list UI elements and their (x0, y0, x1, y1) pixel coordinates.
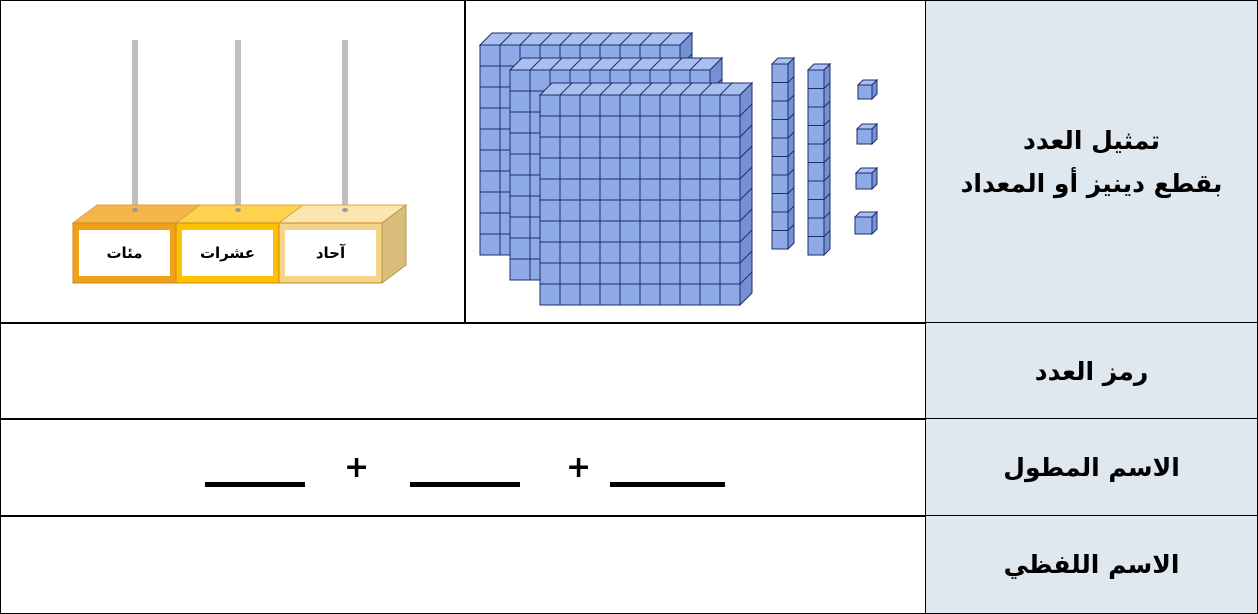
grid (739, 124, 753, 138)
grid (823, 193, 831, 200)
grid (699, 82, 713, 96)
header-line: رمز العدد (1034, 356, 1149, 386)
grid (589, 57, 603, 71)
grid (787, 224, 795, 231)
grid (823, 211, 831, 219)
header-line: تمثيل العدد (1023, 126, 1160, 155)
grid (569, 57, 583, 71)
grid (559, 32, 573, 46)
ones-cube (856, 128, 873, 145)
grid (787, 76, 795, 83)
abacus-side (381, 204, 407, 284)
grid (823, 119, 831, 126)
grid (619, 32, 633, 46)
grid (619, 82, 633, 96)
grid (579, 32, 593, 46)
grid (629, 57, 643, 71)
grid (739, 187, 753, 201)
grid (599, 82, 613, 96)
grid (549, 57, 563, 71)
place-label: مئات (106, 244, 142, 262)
grid (659, 82, 673, 96)
grid (539, 32, 553, 46)
grid (499, 32, 513, 46)
grid (739, 271, 753, 285)
grid (823, 230, 831, 237)
abacus-cell (0, 0, 466, 324)
grid (787, 187, 795, 194)
grid (787, 168, 795, 176)
grid (787, 205, 795, 213)
grid (739, 145, 753, 159)
grid (529, 57, 543, 71)
abacus-label-box (79, 230, 170, 276)
grid (719, 82, 733, 96)
rod-base (342, 208, 348, 212)
grid (823, 137, 831, 145)
ones-cube (857, 84, 873, 100)
grid (739, 250, 753, 264)
illustration: مئات عشرات آحاد (71, 31, 879, 307)
header-line: بقطع دينيز أو المعداد (960, 169, 1223, 198)
row-header: تمثيل العدد بقطع دينيز أو المعداد (925, 0, 1258, 324)
abacus-rod (235, 40, 241, 212)
header-line: الاسم المطول (1003, 453, 1180, 482)
grid (739, 166, 753, 180)
abacus-rod (342, 40, 348, 212)
grid (787, 150, 795, 157)
grid (559, 82, 573, 96)
grid (659, 32, 673, 46)
grid (823, 174, 831, 182)
grid (649, 57, 663, 71)
grid (823, 82, 831, 89)
blank-line (410, 482, 520, 487)
grid (519, 32, 533, 46)
grid (739, 208, 753, 222)
grid (579, 82, 593, 96)
answer-cell (0, 322, 927, 420)
row-header: الاسم اللفظي (925, 515, 1258, 614)
row-header: رمز العدد (925, 322, 1258, 420)
ones-cube (855, 172, 873, 190)
blank-line (610, 482, 725, 487)
place-label: آحاد (316, 244, 346, 262)
place-label: عشرات (200, 244, 255, 262)
plus-sign: + (566, 450, 592, 485)
rod-base (235, 208, 241, 212)
grid (669, 57, 683, 71)
grid (639, 82, 653, 96)
grid (689, 57, 703, 71)
grid (739, 229, 753, 243)
abacus-label-box (182, 230, 273, 276)
blank-line (205, 482, 305, 487)
grid (739, 103, 753, 117)
answer-cell (0, 515, 927, 614)
header-line: الاسم اللفظي (1003, 550, 1180, 579)
plus-sign: + (344, 450, 370, 485)
rod-base (132, 208, 138, 212)
grid (787, 113, 795, 120)
grid (609, 57, 623, 71)
grid (599, 32, 613, 46)
grid (823, 156, 831, 163)
grid (787, 131, 795, 139)
grid (639, 32, 653, 46)
abacus-rod (132, 40, 138, 212)
abacus-label-box (285, 230, 376, 276)
grid (679, 82, 693, 96)
ones-cube (854, 216, 873, 235)
grid (787, 94, 795, 102)
row-header: الاسم المطول (925, 418, 1258, 517)
answer-cell (0, 418, 927, 517)
grid (823, 100, 831, 108)
